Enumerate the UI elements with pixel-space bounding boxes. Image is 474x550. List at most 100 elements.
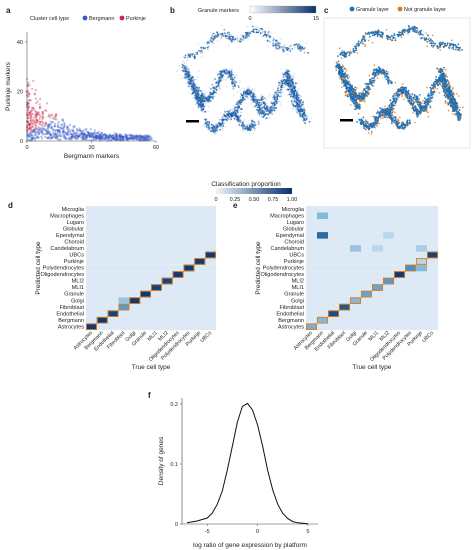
scatter-point xyxy=(76,136,79,139)
tissue-spot xyxy=(367,39,370,42)
scatter-point xyxy=(27,110,30,114)
scatter-point xyxy=(47,124,50,127)
scatter-point xyxy=(80,133,83,136)
tissue-spot xyxy=(246,89,249,92)
scatter-point xyxy=(112,137,115,140)
tissue-spot xyxy=(251,119,253,122)
tissue-spot xyxy=(390,80,393,83)
tissue-spot xyxy=(448,46,451,49)
scatter-point xyxy=(34,113,38,116)
scatter-point xyxy=(120,138,123,141)
tissue-spot xyxy=(193,96,195,99)
scatter-point xyxy=(135,138,138,141)
tissue-spot xyxy=(226,86,229,88)
tissue-spot xyxy=(392,34,394,37)
panel-a-y-tick-label: 0 xyxy=(20,139,23,145)
tissue-spot xyxy=(247,37,249,40)
tissue-spot xyxy=(188,77,191,79)
tissue-spot xyxy=(356,87,358,89)
tissue-spot xyxy=(211,126,213,129)
tissue-spot xyxy=(222,117,225,119)
scatter-point xyxy=(42,115,45,118)
tissue-spot xyxy=(252,97,255,100)
tissue-spot xyxy=(193,57,196,60)
scatter-point xyxy=(55,114,58,117)
tissue-spot xyxy=(278,100,281,102)
tissue-spot xyxy=(221,35,223,38)
tissue-spot xyxy=(271,107,274,109)
tissue-spot xyxy=(263,101,265,104)
tissue-spot xyxy=(377,116,380,118)
tissue-spot xyxy=(391,108,394,111)
tissue-spot xyxy=(426,86,428,89)
tissue-spot xyxy=(246,26,248,28)
tissue-spot xyxy=(263,112,266,115)
tissue-spot xyxy=(280,93,282,96)
tissue-spot xyxy=(287,53,289,56)
tissue-spot xyxy=(385,75,388,78)
scatter-point xyxy=(98,133,101,136)
scatter-point xyxy=(51,113,54,116)
scatter-point xyxy=(62,134,65,137)
scatter-point xyxy=(110,138,113,141)
tissue-spot xyxy=(224,110,227,113)
tissue-spot xyxy=(227,37,230,40)
tissue-spot xyxy=(208,92,211,94)
scatter-point xyxy=(95,132,98,135)
tissue-spot xyxy=(241,94,243,97)
scatter-point xyxy=(98,133,101,136)
tissue-spot xyxy=(358,96,361,99)
scatter-point xyxy=(76,129,79,132)
tissue-spot xyxy=(280,78,283,81)
tissue-spot xyxy=(201,103,204,106)
tissue-spot xyxy=(215,122,217,125)
tissue-spot xyxy=(303,122,306,125)
tissue-spot xyxy=(223,122,225,125)
tissue-spot xyxy=(372,31,375,34)
scatter-point xyxy=(37,136,40,139)
scatter-point xyxy=(108,137,111,140)
tissue-spot xyxy=(356,52,359,54)
scatter-point xyxy=(92,133,95,136)
scatter-point xyxy=(40,124,43,127)
scatter-point xyxy=(124,133,127,136)
tissue-spot xyxy=(239,96,242,99)
tissue-spot xyxy=(238,122,240,125)
tissue-spot xyxy=(262,29,265,32)
tissue-spot xyxy=(239,118,242,120)
scatter-point xyxy=(40,129,43,132)
tissue-spot xyxy=(220,79,223,81)
tissue-spot xyxy=(250,102,252,105)
scatter-point xyxy=(66,127,69,131)
tissue-spot xyxy=(230,33,232,36)
scatter-point xyxy=(132,134,135,137)
scatter-point xyxy=(29,130,32,134)
tissue-spot xyxy=(234,109,237,112)
tissue-spot xyxy=(186,73,188,75)
tissue-spot xyxy=(206,117,209,120)
scatter-point xyxy=(116,138,119,141)
scatter-point xyxy=(101,138,104,141)
scatter-point xyxy=(105,134,108,137)
scatter-point xyxy=(28,123,31,126)
tissue-spot xyxy=(415,100,418,103)
scatter-point xyxy=(82,132,85,135)
tissue-spot xyxy=(457,43,460,46)
scatter-point xyxy=(31,87,34,91)
scatter-point xyxy=(126,137,129,140)
scatter-point xyxy=(38,113,41,116)
tissue-spot xyxy=(191,84,194,87)
tissue-spot xyxy=(264,98,267,100)
tissue-spot xyxy=(409,102,411,105)
scatter-point xyxy=(31,136,35,139)
scatter-point xyxy=(95,136,98,139)
tissue-spot xyxy=(377,29,380,32)
tissue-spot xyxy=(191,97,193,100)
tissue-spot xyxy=(417,33,419,35)
tissue-spot xyxy=(394,94,397,97)
scatter-point xyxy=(29,126,32,129)
scatter-point xyxy=(41,120,44,123)
scatter-point xyxy=(146,134,149,137)
scatter-point xyxy=(63,135,66,138)
scatter-point xyxy=(64,138,67,141)
